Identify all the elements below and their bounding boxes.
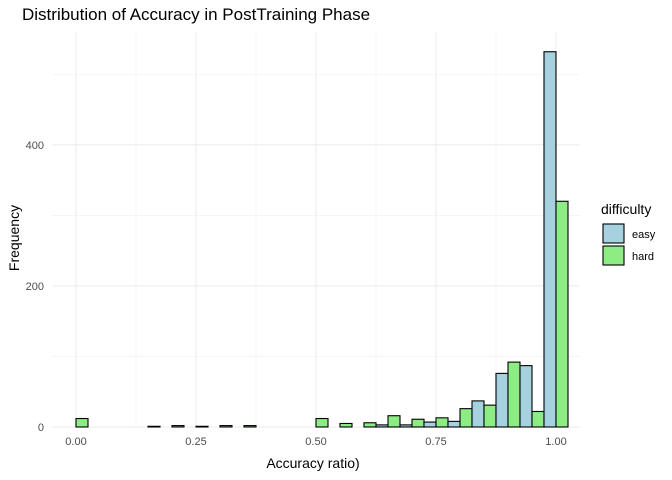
bar-hard-10 [315, 417, 329, 428]
x-tick-label: 0.25 [185, 436, 206, 448]
chart-title: Distribution of Accuracy in PostTraining… [22, 5, 370, 24]
bar-hard-14 [411, 418, 425, 428]
bar-hard-19 [531, 410, 545, 428]
bar-easy-17 [471, 400, 485, 428]
bar-hard-0 [75, 417, 89, 428]
x-axis-title: Accuracy ratio) [266, 455, 359, 471]
tick-labels: 0.00 0.25 0.50 0.75 1.00 0 200 400 [26, 140, 567, 448]
y-axis-title: Frequency [6, 205, 22, 271]
bar-easy-14 [399, 424, 413, 428]
y-tick-label: 0 [38, 422, 44, 434]
legend-key-easy [602, 223, 625, 244]
bar-hard-3 [147, 425, 161, 428]
bar-hard-15 [435, 417, 449, 428]
bar-hard-6 [219, 425, 233, 428]
bar-hard-16 [459, 408, 473, 428]
bar-hard-13 [387, 415, 401, 428]
bar-easy-15 [423, 421, 437, 428]
y-tick-label: 200 [26, 281, 44, 293]
legend: difficulty easy hard [601, 201, 656, 266]
x-tick-label: 0.00 [65, 436, 86, 448]
bars [75, 51, 569, 428]
x-tick-label: 0.75 [425, 436, 446, 448]
x-tick-label: 0.50 [305, 436, 326, 448]
bar-hard-18 [507, 361, 521, 428]
legend-key-hard [602, 245, 625, 266]
bar-easy-20 [543, 51, 557, 428]
grid-lines [52, 32, 580, 428]
y-tick-label: 400 [26, 140, 44, 152]
bar-hard-17 [483, 404, 497, 428]
bar-easy-19 [519, 365, 533, 428]
bar-hard-20 [555, 200, 569, 428]
legend-title: difficulty [601, 201, 651, 217]
bar-hard-7 [243, 425, 257, 428]
bar-easy-18 [495, 372, 509, 428]
bar-hard-4 [171, 425, 185, 428]
legend-label-hard: hard [632, 251, 654, 263]
bar-hard-5 [195, 425, 209, 428]
legend-items: easy hard [602, 223, 656, 266]
bar-easy-16 [447, 420, 461, 428]
bar-hard-12 [363, 422, 377, 428]
bar-easy-13 [375, 424, 389, 428]
x-tick-label: 1.00 [545, 436, 566, 448]
legend-label-easy: easy [632, 229, 656, 241]
bar-hard-11 [339, 422, 353, 428]
